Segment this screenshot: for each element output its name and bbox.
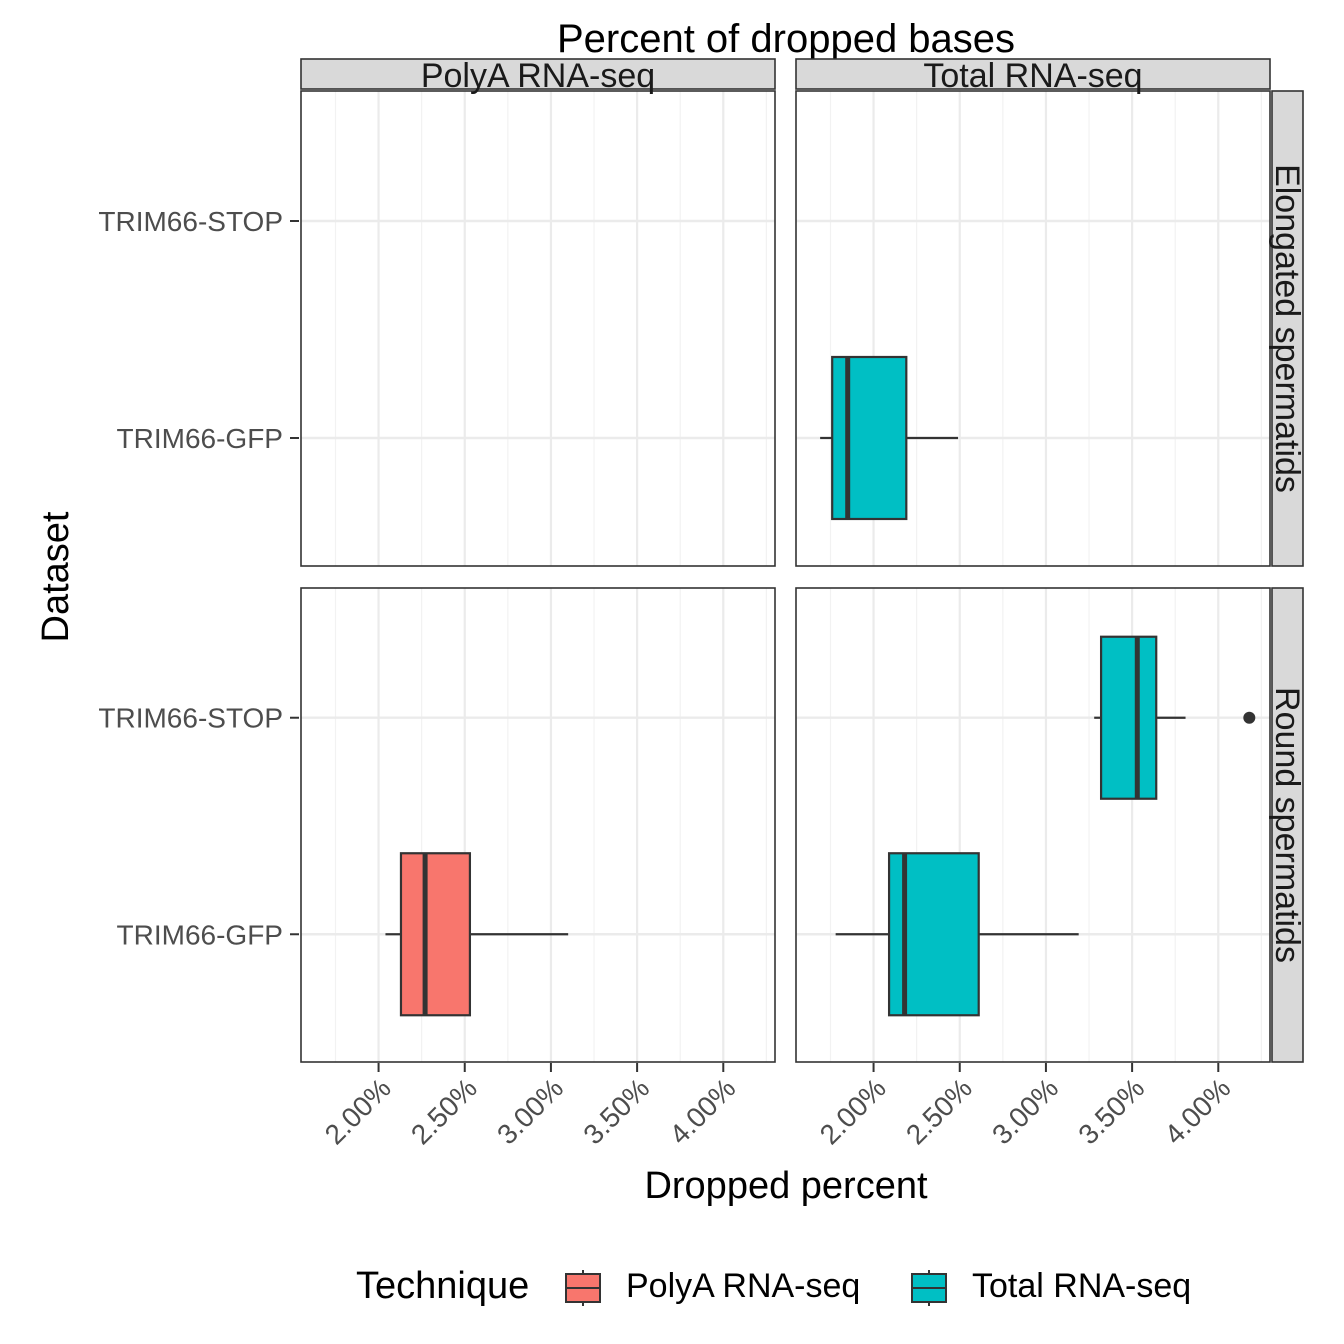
legend-label: PolyA RNA-seq bbox=[626, 1267, 860, 1305]
x-tick-label: 4.00% bbox=[663, 1072, 741, 1150]
panel-border bbox=[795, 90, 1271, 567]
strip-label: Round spermatids bbox=[1268, 687, 1306, 963]
x-tick-label: 2.50% bbox=[405, 1072, 483, 1150]
y-tick-label: TRIM66-STOP bbox=[98, 703, 283, 734]
panel-border bbox=[795, 587, 1271, 1063]
x-tick-label: 2.50% bbox=[900, 1072, 978, 1150]
x-tick-label: 2.00% bbox=[319, 1072, 397, 1150]
box-iqr bbox=[399, 852, 472, 1017]
y-axis: TRIM66-STOP TRIM66-GFP TRIM66-STOP TRIM66-G… bbox=[98, 206, 299, 950]
strip-background bbox=[300, 58, 776, 90]
y-tick-label: TRIM66-GFP bbox=[117, 423, 283, 454]
x-tick-label: 4.00% bbox=[1158, 1072, 1236, 1150]
x-tick-label: 3.50% bbox=[577, 1072, 655, 1150]
panel-border bbox=[300, 90, 776, 567]
box-iqr bbox=[831, 355, 908, 521]
box-0 bbox=[820, 355, 959, 521]
strip-background bbox=[1271, 90, 1304, 567]
strip-label: PolyA RNA-seq bbox=[421, 57, 655, 95]
x-tick-label: 2.00% bbox=[814, 1072, 892, 1150]
panel-background bbox=[301, 91, 775, 566]
panel-background bbox=[796, 588, 1270, 1062]
legend-label: Total RNA-seq bbox=[972, 1267, 1191, 1305]
x-axis-title: Dropped percent bbox=[644, 1165, 928, 1207]
x-tick-label: 3.00% bbox=[986, 1072, 1064, 1150]
strip-col-0: PolyA RNA-seq bbox=[300, 57, 776, 95]
strip-col-1: Total RNA-seq bbox=[795, 57, 1271, 95]
facet-panels bbox=[300, 90, 1271, 1063]
panel-1-1 bbox=[796, 588, 1270, 1062]
x-tick-label: 3.50% bbox=[1072, 1072, 1150, 1150]
panel-background bbox=[301, 588, 775, 1062]
strip-label: Elongated spermatids bbox=[1268, 164, 1306, 493]
strip-row-1: Round spermatids bbox=[1268, 587, 1306, 1063]
chart-title: Percent of dropped bases bbox=[557, 17, 1015, 61]
panel-0-0 bbox=[301, 91, 775, 566]
x-tick-label: 3.00% bbox=[491, 1072, 569, 1150]
strip-row-0: Elongated spermatids bbox=[1268, 90, 1306, 567]
y-axis-title: Dataset bbox=[35, 511, 77, 642]
strip-label: Total RNA-seq bbox=[923, 57, 1142, 95]
strip-background bbox=[795, 58, 1271, 90]
legend: Technique PolyA RNA-seq Total RNA-seq bbox=[356, 1265, 1191, 1307]
strip-background bbox=[1271, 587, 1304, 1063]
legend-item-1: Total RNA-seq bbox=[911, 1267, 1191, 1306]
box-iqr bbox=[1099, 635, 1158, 800]
y-tick-label: TRIM66-GFP bbox=[117, 919, 283, 950]
facet-strips: PolyA RNA-seq Total RNA-seq Elongated sper… bbox=[300, 57, 1306, 1063]
legend-title: Technique bbox=[356, 1265, 529, 1307]
box-1 bbox=[385, 852, 569, 1017]
box-3 bbox=[835, 852, 1079, 1017]
legend-item-0: PolyA RNA-seq bbox=[565, 1267, 860, 1306]
y-tick-label: TRIM66-STOP bbox=[98, 206, 283, 237]
x-axis: 2.00% 2.50% 3.00% 3.50% 4.00% 2.00% 2.50% 3.00%… bbox=[319, 1063, 1237, 1150]
outlier-point bbox=[1243, 711, 1256, 724]
panel-1-0 bbox=[301, 588, 775, 1062]
box-2 bbox=[1094, 635, 1256, 800]
panel-border bbox=[300, 587, 776, 1063]
